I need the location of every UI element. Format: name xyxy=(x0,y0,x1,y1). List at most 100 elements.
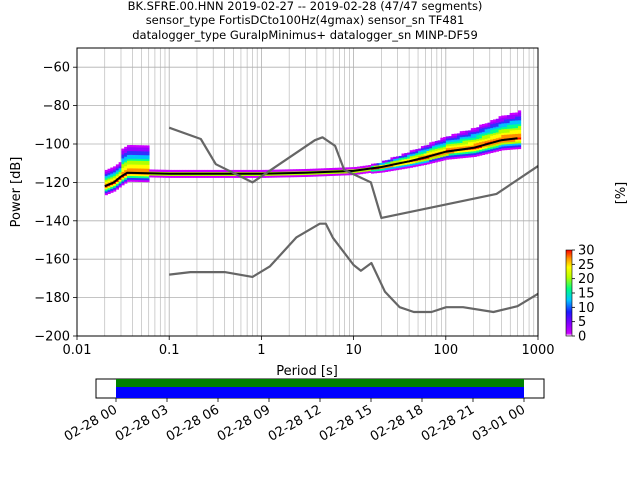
heatmap-cell xyxy=(432,160,436,164)
heatmap-cell xyxy=(323,172,328,175)
heatmap-cell xyxy=(412,164,416,168)
heatmap-cell xyxy=(415,162,419,165)
heatmap-cell xyxy=(110,177,114,180)
heatmap-cell xyxy=(212,169,217,173)
heatmap-cell xyxy=(479,124,483,127)
heatmap-cell xyxy=(293,169,297,172)
heatmap-cell xyxy=(132,156,136,159)
heatmap-cell xyxy=(412,151,416,154)
heatmap-cell xyxy=(443,140,447,144)
heatmap-cell xyxy=(126,173,131,177)
heatmap-cell xyxy=(176,169,181,173)
heatmap-cell xyxy=(479,138,483,141)
heatmap-cell xyxy=(498,118,502,121)
heatmap-cell xyxy=(351,170,355,174)
heatmap-cell xyxy=(398,167,402,170)
heatmap-cell xyxy=(199,169,203,173)
heatmap-cell xyxy=(495,132,499,135)
heatmap-cell xyxy=(498,148,502,152)
heatmap-cell xyxy=(493,130,497,134)
heatmap-cell xyxy=(207,173,211,176)
heatmap-cell xyxy=(509,116,513,119)
heatmap-cell xyxy=(501,115,505,118)
heatmap-cell xyxy=(484,152,488,155)
heatmap-cell xyxy=(501,121,505,124)
heatmap-cell xyxy=(476,138,480,141)
heatmap-cell xyxy=(143,151,147,154)
heatmap-cell xyxy=(160,173,164,176)
heatmap-cell xyxy=(235,169,239,173)
heatmap-cell xyxy=(473,129,477,133)
heatmap-cell xyxy=(484,134,488,138)
heatmap-cell xyxy=(279,175,283,178)
heatmap-cell xyxy=(301,172,305,176)
heatmap-cell xyxy=(138,158,142,161)
heatmap-cell xyxy=(334,171,339,174)
heatmap-cell xyxy=(423,145,427,148)
heatmap-cell xyxy=(487,134,491,137)
heatmap-cell xyxy=(493,146,497,149)
heatmap-cell xyxy=(517,121,522,125)
heatmap-cell xyxy=(390,164,394,168)
heatmap-cell xyxy=(121,152,125,155)
heatmap-cell xyxy=(104,181,108,184)
heatmap-cell xyxy=(115,168,120,171)
heatmap-cell xyxy=(506,134,511,137)
heatmap-cell xyxy=(468,151,472,154)
heatmap-cell xyxy=(221,173,225,176)
heatmap-cell xyxy=(429,157,433,160)
low-noise-model-line xyxy=(169,222,539,314)
heatmap-cell xyxy=(454,156,458,159)
heatmap-cell xyxy=(273,175,278,178)
heatmap-cell xyxy=(229,173,233,176)
heatmap-cell xyxy=(465,149,469,153)
heatmap-cell xyxy=(443,154,447,157)
heatmap-cell xyxy=(146,160,150,163)
heatmap-cell xyxy=(451,143,455,146)
heatmap-cell xyxy=(113,174,117,177)
heatmap-cell xyxy=(104,169,108,173)
heatmap-cell xyxy=(506,130,511,133)
heatmap-cell xyxy=(138,145,142,148)
colorbar-tick-label: 15 xyxy=(578,287,595,302)
heatmap-cell xyxy=(165,173,169,176)
heatmap-cell xyxy=(115,175,120,179)
heatmap-cell xyxy=(368,170,372,173)
heatmap-cell xyxy=(468,153,472,156)
heatmap-cell xyxy=(479,139,483,143)
heatmap-cell xyxy=(124,175,128,178)
heatmap-cell xyxy=(404,156,408,160)
psd-mode-path xyxy=(104,137,518,188)
heatmap-cell xyxy=(448,139,452,143)
heatmap-cell xyxy=(473,137,477,140)
heatmap-cell xyxy=(468,149,472,152)
heatmap-cell xyxy=(473,148,477,152)
heatmap-cell xyxy=(312,174,316,177)
heatmap-cell xyxy=(440,143,444,146)
heatmap-cell xyxy=(440,158,444,162)
heatmap-cell xyxy=(126,164,131,167)
heatmap-cell xyxy=(201,175,205,178)
heatmap-cell xyxy=(121,179,125,182)
heatmap-cell xyxy=(146,156,150,160)
heatmap-cell xyxy=(456,152,461,155)
heatmap-cell xyxy=(312,172,316,175)
colorbar-tick-label: 10 xyxy=(578,301,595,316)
heatmap-cell xyxy=(287,169,291,172)
heatmap-cell xyxy=(468,132,472,135)
heatmap-cell xyxy=(490,133,494,136)
heatmap-cell xyxy=(487,147,491,150)
heatmap-cell xyxy=(118,171,122,175)
heatmap-cell xyxy=(454,135,458,138)
heatmap-cell xyxy=(124,154,128,157)
heatmap-cell xyxy=(132,147,136,150)
heatmap-cell xyxy=(398,163,402,166)
x-tick-label: 0.01 xyxy=(63,343,92,358)
heatmap-cell xyxy=(517,116,522,119)
heatmap-cell xyxy=(468,141,472,145)
heatmap-cell xyxy=(440,137,444,140)
x-tick-label: 100 xyxy=(433,343,458,358)
heatmap-cell xyxy=(479,147,483,150)
heatmap-cell xyxy=(412,157,416,160)
